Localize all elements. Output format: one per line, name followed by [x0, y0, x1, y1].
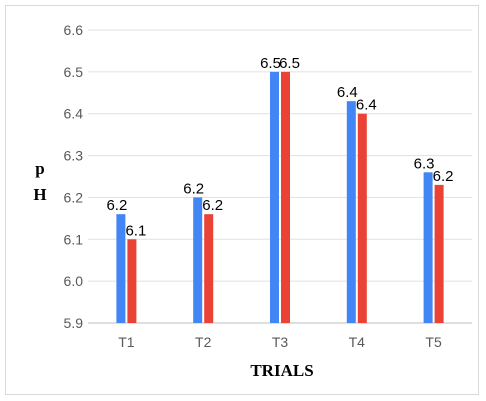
- bar-T2-series-1: [193, 197, 203, 323]
- bar-T4-series-1: [346, 101, 356, 324]
- x-tick-label: T2: [195, 334, 212, 350]
- bar-T4-series-2: [357, 113, 367, 323]
- data-label: 6.5: [260, 55, 281, 72]
- y-tick-label: 6.5: [64, 64, 84, 80]
- x-axis-ticks: T1 T2 T3 T4 T5: [118, 334, 442, 350]
- data-label: 6.2: [106, 197, 127, 214]
- y-tick-label: 6.6: [64, 22, 84, 38]
- data-label: 6.2: [183, 180, 204, 197]
- y-axis-ticks: 5.9 6.0 6.1 6.2 6.3 6.4 6.5 6.6: [64, 22, 84, 331]
- data-labels: 6.26.16.26.26.56.56.46.46.36.2: [106, 55, 453, 239]
- y-tick-label: 6.2: [64, 189, 84, 205]
- bar-T5-series-2: [434, 184, 444, 323]
- data-label: 6.4: [356, 97, 377, 114]
- bars: [116, 71, 444, 324]
- bar-T1-series-1: [116, 214, 126, 323]
- data-label: 6.2: [202, 197, 223, 214]
- bar-T1-series-2: [127, 239, 137, 323]
- gridlines: [88, 29, 472, 324]
- data-label: 6.5: [279, 55, 300, 72]
- y-axis-title-line-1: p: [35, 159, 44, 178]
- data-label: 6.1: [125, 222, 146, 239]
- data-label: 6.2: [433, 168, 454, 185]
- x-tick-label: T1: [118, 334, 135, 350]
- bar-T5-series-1: [423, 172, 433, 323]
- y-tick-label: 6.0: [64, 273, 84, 289]
- y-axis-title-line-2: H: [33, 185, 46, 204]
- x-axis-title: TRIALS: [250, 361, 313, 380]
- chart-frame: [5, 5, 479, 395]
- bar-T2-series-2: [204, 214, 214, 323]
- y-tick-label: 6.3: [64, 148, 84, 164]
- y-tick-label: 6.1: [64, 231, 84, 247]
- y-tick-label: 5.9: [64, 315, 84, 331]
- x-tick-label: T3: [272, 334, 289, 350]
- bar-T3-series-2: [281, 71, 290, 323]
- data-label: 6.3: [414, 155, 435, 172]
- x-tick-label: T5: [425, 334, 442, 350]
- data-label: 6.4: [337, 84, 358, 101]
- y-tick-label: 6.4: [64, 106, 84, 122]
- bar-T3-series-1: [270, 71, 279, 323]
- x-tick-label: T4: [349, 334, 366, 350]
